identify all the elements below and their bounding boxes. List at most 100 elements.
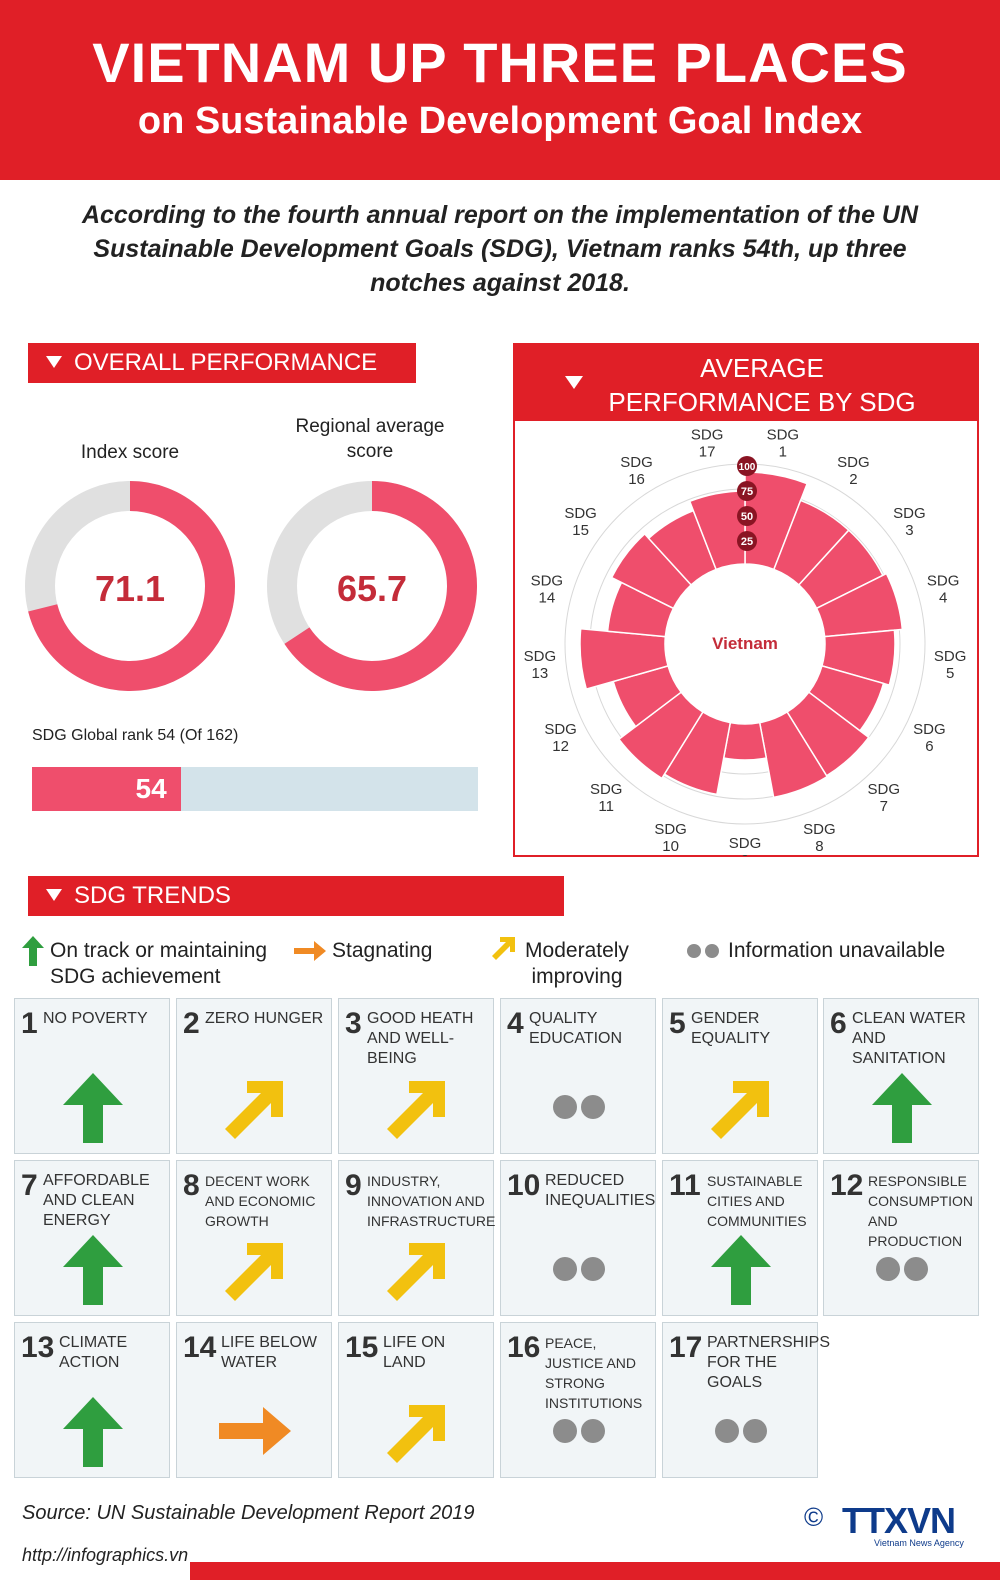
sdg-goal-name: PARTNERSHIPS FOR THE GOALS (707, 1334, 830, 1391)
intro-text: According to the fourth annual report on… (81, 201, 919, 297)
index-score-donut (25, 481, 235, 691)
radar-label-sdg-15: SDG 15 (564, 505, 597, 539)
sdg-goal-number: 10 (507, 1169, 541, 1202)
up-arrow-icon (63, 1073, 123, 1143)
sdg-goal-name: QUALITY EDUCATION (529, 1010, 623, 1047)
radar-label-sdg-2: SDG 2 (837, 454, 870, 488)
radar-scale-badge-25 (737, 531, 757, 551)
footer-url[interactable]: http://infographics.vn (22, 1545, 189, 1565)
overall-performance-title: OVERALL PERFORMANCE (74, 349, 378, 376)
gray-dots-icon (876, 1257, 928, 1281)
moderate-arrow-icon (492, 937, 515, 960)
radar-label-sdg-1: SDG 1 (767, 427, 800, 461)
sdg-goal-card: 17 PARTNERSHIPS FOR THE GOALS (662, 1322, 830, 1478)
sdg-goal-card: 14 LIFE BELOW WATER (176, 1322, 332, 1478)
radar-label-sdg-7: SDG 7 (868, 781, 901, 815)
radar-scale-label-75: 75 (741, 486, 753, 498)
footer: http://infographics.vn (0, 1540, 1000, 1580)
logo-text: TTXVN (842, 1500, 956, 1541)
radar-label-sdg-6: SDG 6 (913, 721, 946, 755)
gray-dots-icon (553, 1095, 605, 1119)
sdg-goal-card: 12 RESPONSIBLE CONSUMPTION AND PRODUCTION (823, 1160, 979, 1316)
radar-wedge-sdg-15 (610, 532, 693, 610)
right-arrow-icon (219, 1407, 291, 1455)
sdg-goal-number: 13 (21, 1331, 55, 1364)
radar-scale-label-100: 100 (739, 462, 756, 473)
sdg-goal-number: 12 (830, 1169, 864, 1202)
index-score-arc (28, 481, 235, 691)
radar-panel: AVERAGE PERFORMANCE BY SDG (513, 343, 979, 857)
sdg-goal-card: 10 REDUCED INEQUALITIES (500, 1160, 656, 1316)
stagnating-arrow-icon (294, 941, 326, 961)
logo-subtitle: Vietnam News Agency (874, 1538, 964, 1548)
radar-label-sdg-17: SDG 17 (691, 427, 724, 461)
sdg-trends-title: SDG TRENDS (74, 882, 231, 909)
radar-label-sdg-14: SDG 14 (531, 573, 564, 607)
sdg-goal-card: 2 ZERO HUNGER (176, 998, 332, 1154)
sdg-goal-card: 3 GOOD HEATH AND WELL-BEING (338, 998, 494, 1154)
triangle-down-icon (565, 375, 583, 389)
radar-scale-badge-75 (737, 481, 757, 501)
sdg-goal-number: 17 (669, 1331, 703, 1364)
sdg-goal-name: AFFORDABLE AND CLEAN ENERGY (43, 1172, 150, 1229)
sdg-trends-header: SDG TRENDS (28, 876, 564, 916)
triangle-down-icon (46, 888, 62, 901)
gray-dots-icon (715, 1419, 767, 1443)
diagonal-arrow-icon (225, 1243, 283, 1301)
gray-dots-icon (553, 1257, 605, 1281)
diagonal-arrow-icon (225, 1081, 283, 1139)
sdg-goal-card: 1 NO POVERTY (14, 998, 170, 1154)
sdg-goal-number: 5 (669, 1007, 686, 1040)
radar-scale-label-25: 25 (741, 536, 753, 548)
radar-label-sdg-10: SDG 10 (654, 821, 687, 855)
up-arrow-icon (872, 1073, 932, 1143)
global-rank-bar: 54 (32, 767, 478, 811)
radar-label-sdg-8: SDG 8 (803, 821, 836, 855)
radar-wedge-sdg-13 (579, 627, 669, 691)
sdg-goal-name: NO POVERTY (43, 1010, 148, 1027)
sdg-goal-number: 2 (183, 1007, 200, 1040)
radar-label-sdg-16: SDG 16 (620, 454, 653, 488)
sdg-goal-card: 6 CLEAN WATER AND SANITATION (823, 998, 979, 1154)
sdg-goal-card: 15 LIFE ON LAND (338, 1322, 494, 1478)
radar-label-sdg-12: SDG 12 (544, 721, 577, 755)
gray-dots-icon (553, 1419, 605, 1443)
on-track-arrow-icon (22, 936, 44, 966)
radar-header: AVERAGE PERFORMANCE BY SDG (515, 345, 977, 421)
radar-label-sdg-3: SDG 3 (893, 505, 926, 539)
sdg-goal-number: 11 (669, 1169, 701, 1202)
sdg-goal-number: 14 (183, 1331, 217, 1364)
sdg-goal-number: 1 (21, 1007, 38, 1040)
regional-score-arc (284, 481, 477, 691)
diagonal-arrow-icon (711, 1081, 769, 1139)
up-arrow-icon (63, 1397, 123, 1467)
legend-moderate: Moderately improving (525, 939, 629, 988)
global-rank-label: SDG Global rank 54 (Of 162) (32, 727, 239, 744)
sdg-goal-number: 4 (507, 1007, 524, 1040)
radar-wedge-sdg-4 (815, 572, 904, 638)
radar-scale-badge-100 (737, 456, 757, 476)
sdg-goal-name: CLIMATE ACTION (59, 1334, 128, 1371)
unavailable-dots-icon (687, 944, 719, 958)
regional-score-label: Regional average score (295, 416, 445, 462)
sdg-goal-name: REDUCED INEQUALITIES (545, 1172, 656, 1209)
ttxvn-logo: © TTXVN Vietnam News Agency (804, 1498, 984, 1548)
radar-scale-badge-50 (737, 506, 757, 526)
radar-wedge-sdg-5 (821, 629, 896, 686)
sdg-goal-name: PEACE, JUSTICE AND STRONG INSTITUTIONS (545, 1335, 643, 1411)
sdg-goal-number: 8 (183, 1169, 200, 1202)
header-banner: VIETNAM UP THREE PLACES on Sustainable D… (0, 0, 1000, 180)
sdg-goal-number: 9 (345, 1169, 362, 1202)
diagonal-arrow-icon (387, 1081, 445, 1139)
sdg-goal-card: 13 CLIMATE ACTION (14, 1322, 170, 1478)
sdg-goal-name: DECENT WORK AND ECONOMIC GROWTH (205, 1173, 316, 1229)
sdg-goal-card: 9 INDUSTRY, INNOVATION AND INFRASTRUCTURE (338, 1160, 495, 1316)
radar-wedge-sdg-9 (722, 721, 768, 761)
radar-title: AVERAGE PERFORMANCE BY SDG (608, 353, 916, 417)
regional-score-value: 65.7 (336, 568, 408, 609)
diagonal-arrow-icon (387, 1405, 445, 1463)
index-score-label: Index score (80, 442, 180, 463)
sdg-goal-card: 11 SUSTAINABLE CITIES AND COMMUNITIES (662, 1160, 818, 1316)
radar-wedge-sdg-8 (758, 710, 829, 799)
triangle-down-icon (46, 355, 62, 368)
